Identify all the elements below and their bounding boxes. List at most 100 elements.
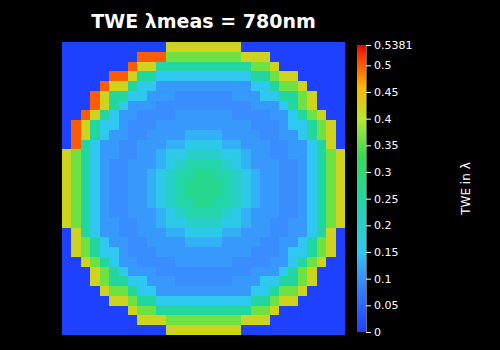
heatmap-cell — [204, 110, 214, 120]
heatmap-cell — [156, 52, 166, 62]
heatmap-cell — [222, 91, 232, 101]
heatmap-cell — [222, 42, 232, 52]
heatmap-cell — [194, 120, 204, 130]
heatmap-cell — [100, 91, 110, 101]
heatmap-cell — [204, 71, 214, 81]
heatmap-cell — [147, 296, 157, 306]
heatmap-cell — [175, 120, 185, 130]
heatmap-cell — [194, 286, 204, 296]
heatmap-cell — [128, 198, 138, 208]
colorbar-tick-label: 0 — [374, 326, 381, 339]
heatmap-cell — [270, 237, 280, 247]
heatmap-cell — [119, 62, 129, 72]
heatmap-cell — [109, 140, 119, 150]
heatmap-cell — [71, 296, 81, 306]
heatmap-cell — [204, 237, 214, 247]
heatmap-cell — [100, 315, 110, 325]
heatmap-cell — [317, 81, 327, 91]
heatmap-cell — [270, 218, 280, 228]
heatmap-cell — [128, 71, 138, 81]
heatmap-cell — [156, 62, 166, 72]
heatmap-cell — [251, 247, 261, 257]
heatmap-cell — [213, 267, 223, 277]
heatmap-cell — [90, 71, 100, 81]
heatmap-cell — [166, 257, 176, 267]
heatmap-cell — [213, 169, 223, 179]
heatmap-cell — [175, 267, 185, 277]
heatmap-cell — [222, 237, 232, 247]
heatmap-cell — [307, 276, 317, 286]
heatmap-cell — [288, 71, 298, 81]
heatmap-cell — [213, 52, 223, 62]
heatmap-cell — [298, 189, 308, 199]
heatmap-cell — [317, 179, 327, 189]
heatmap-cell — [307, 120, 317, 130]
heatmap-cell — [232, 296, 242, 306]
heatmap-cell — [90, 159, 100, 169]
heatmap-cell — [251, 286, 261, 296]
colorbar-tick: 0.2 — [366, 219, 392, 232]
heatmap-cell — [270, 276, 280, 286]
heatmap-cell — [185, 140, 195, 150]
heatmap-cell — [175, 149, 185, 159]
heatmap-cell — [270, 52, 280, 62]
heatmap-cell — [222, 286, 232, 296]
heatmap-cell — [232, 101, 242, 111]
heatmap-cell — [222, 296, 232, 306]
heatmap-cell — [119, 130, 129, 140]
heatmap-cell — [90, 42, 100, 52]
heatmap-cell — [71, 208, 81, 218]
heatmap-cell — [100, 110, 110, 120]
heatmap-cell — [81, 208, 91, 218]
heatmap-cell — [81, 101, 91, 111]
heatmap-cell — [251, 62, 261, 72]
heatmap-cell — [326, 267, 336, 277]
heatmap-cell — [175, 208, 185, 218]
heatmap-cell — [71, 169, 81, 179]
heatmap-cell — [128, 286, 138, 296]
heatmap-cell — [185, 130, 195, 140]
heatmap-cell — [204, 208, 214, 218]
heatmap-cell — [100, 208, 110, 218]
colorbar-tick-mark — [366, 305, 371, 306]
heatmap-cell — [213, 218, 223, 228]
heatmap-cell — [119, 325, 129, 335]
heatmap-cell — [100, 169, 110, 179]
heatmap-cell — [222, 189, 232, 199]
heatmap-cell — [260, 257, 270, 267]
heatmap-cell — [298, 140, 308, 150]
heatmap-cell — [241, 140, 251, 150]
heatmap-cell — [128, 228, 138, 238]
heatmap-cell — [194, 267, 204, 277]
heatmap-cell — [81, 276, 91, 286]
heatmap-cell — [307, 62, 317, 72]
heatmap-cell — [204, 325, 214, 335]
heatmap-cell — [288, 120, 298, 130]
heatmap-cell — [213, 130, 223, 140]
heatmap-cell — [62, 189, 72, 199]
heatmap-cell — [137, 247, 147, 257]
heatmap-cell — [232, 91, 242, 101]
heatmap-cell — [90, 52, 100, 62]
heatmap-cell — [166, 237, 176, 247]
colorbar-tick-label: 0.25 — [374, 193, 399, 206]
heatmap-cell — [279, 71, 289, 81]
heatmap-cell — [194, 101, 204, 111]
heatmap-cell — [109, 208, 119, 218]
heatmap-cell — [81, 71, 91, 81]
heatmap-cell — [213, 237, 223, 247]
heatmap-cell — [232, 110, 242, 120]
heatmap-cell — [119, 218, 129, 228]
heatmap-cell — [147, 120, 157, 130]
colorbar-axis: 00.050.10.150.20.250.30.350.40.450.50.53… — [366, 39, 413, 339]
colorbar-tick: 0.25 — [366, 193, 399, 206]
heatmap-cell — [175, 286, 185, 296]
heatmap-cell — [175, 276, 185, 286]
heatmap-cell — [119, 306, 129, 316]
heatmap-cell — [222, 247, 232, 257]
heatmap-cell — [213, 101, 223, 111]
heatmap-cell — [260, 169, 270, 179]
heatmap-cell — [147, 62, 157, 72]
heatmap-cell — [62, 306, 72, 316]
heatmap-cell — [251, 130, 261, 140]
